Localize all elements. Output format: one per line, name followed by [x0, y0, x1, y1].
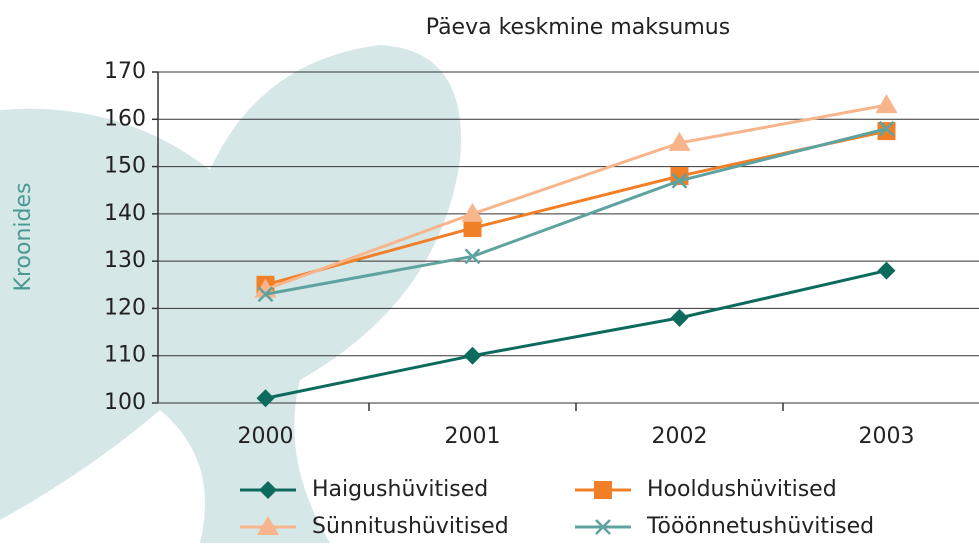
y-tick-label: 150 [104, 154, 146, 179]
legend-label: Haigushüvitised [312, 477, 488, 502]
x-tick-label: 2003 [859, 424, 915, 449]
y-tick-label: 110 [104, 343, 146, 368]
marker [878, 262, 896, 280]
legend-label: Tööönnetushüvitised [646, 514, 874, 539]
y-tick-label: 130 [104, 248, 146, 273]
y-tick-label: 120 [104, 295, 146, 320]
x-tick-label: 2002 [652, 424, 708, 449]
y-tick-label: 170 [104, 59, 146, 84]
y-axis-label: Kroonides [11, 183, 36, 292]
chart-title: Päeva keskmine maksumus [426, 15, 730, 40]
chart: Päeva keskmine maksumus Kroonides 100 110… [0, 0, 979, 543]
x-tick-label: 2000 [238, 424, 294, 449]
y-tick-label: 140 [104, 201, 146, 226]
marker [671, 309, 689, 327]
legend-label: Hooldushüvitised [647, 477, 837, 502]
x-tick-label: 2001 [445, 424, 501, 449]
marker [464, 347, 482, 365]
y-tick-label: 160 [104, 106, 146, 131]
legend-marker [594, 481, 612, 499]
y-tick-label: 100 [104, 390, 146, 415]
marker [876, 94, 898, 113]
legend-label: Sünnitushüvitised [312, 514, 509, 539]
